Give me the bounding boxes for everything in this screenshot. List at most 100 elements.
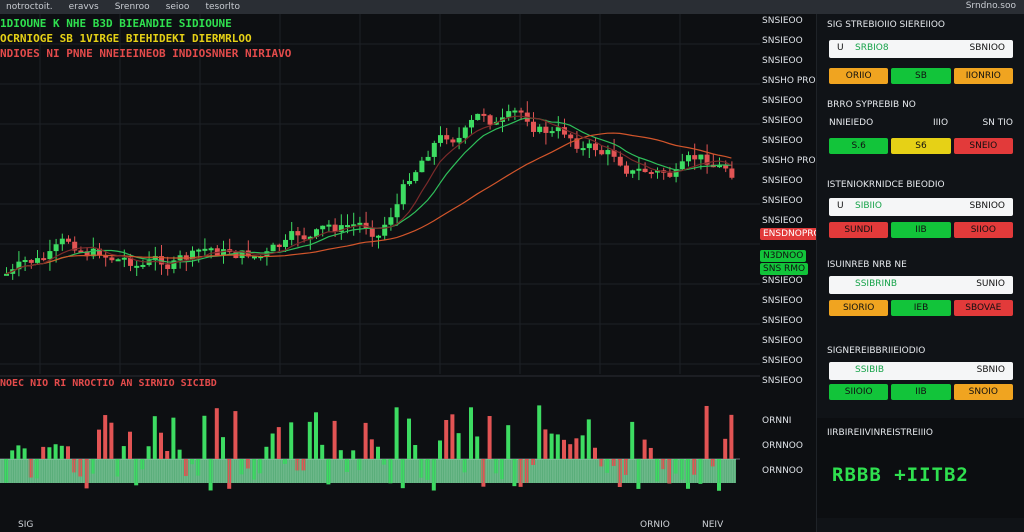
candle xyxy=(624,165,629,174)
candle xyxy=(450,139,456,143)
candle xyxy=(35,258,40,263)
candle xyxy=(320,225,326,230)
signal-button-3[interactable]: SBOVAE xyxy=(953,300,1013,316)
volume-bar xyxy=(152,416,157,459)
top-item-4[interactable]: seioo xyxy=(165,2,190,12)
volume-bar xyxy=(115,459,120,477)
volume-bar xyxy=(103,415,108,459)
candle xyxy=(53,244,59,252)
volume-bar xyxy=(97,429,101,459)
signal-card-6: IIRBIREIIVINREISTREIIIO xyxy=(817,418,1024,518)
signal-button-3[interactable]: SNEIO xyxy=(953,138,1013,154)
volume-bar xyxy=(549,433,554,459)
signal-value-row: U SRBIO8 SBNIOO xyxy=(829,40,1013,58)
candle xyxy=(66,238,71,242)
volume-bar xyxy=(636,459,641,489)
signal-card-5: SIGNEREIBBRIIEIODIO SSIBIB SBNIO SIIOIO … xyxy=(817,344,1024,414)
moving-average-line xyxy=(5,117,732,275)
volume-bar xyxy=(543,429,548,459)
candle xyxy=(431,142,437,157)
signal-buttons: SIIOIO IIB SNOIO xyxy=(829,384,1013,400)
volume-bar xyxy=(568,444,573,459)
candle xyxy=(165,264,171,269)
candle xyxy=(382,224,388,236)
candle xyxy=(704,154,710,165)
signal-button-2[interactable]: S6 xyxy=(891,138,951,154)
signal-button-2[interactable]: SB xyxy=(891,68,951,84)
candle xyxy=(555,127,561,132)
candle xyxy=(196,249,202,252)
candle xyxy=(630,170,636,174)
signal-button-1[interactable]: SUNDI xyxy=(829,222,889,238)
top-item-1[interactable]: notroctoit. xyxy=(6,2,53,12)
volume-bar xyxy=(72,459,77,473)
volume-bar xyxy=(723,438,728,459)
signal-button-2[interactable]: IEB xyxy=(891,300,951,316)
signal-button-2[interactable]: IIB xyxy=(891,384,951,400)
volume-bar xyxy=(258,459,263,474)
candle xyxy=(295,231,301,236)
volume-bar xyxy=(642,439,647,459)
candle xyxy=(475,113,481,120)
candle xyxy=(140,264,146,267)
signal-buttons: ORIIO SB IIONRIO xyxy=(829,68,1013,84)
candle xyxy=(512,110,518,113)
top-item-2[interactable]: eravvs xyxy=(68,2,99,12)
legend-line-2: OCRNIOGE SB 1VIRGE BIEHIDEKI DIERMRLOO xyxy=(0,32,252,45)
volume-bar xyxy=(438,440,442,459)
volume-bar xyxy=(661,459,666,470)
volume-bar xyxy=(444,419,449,459)
volume-bar xyxy=(400,459,405,489)
volume-bar xyxy=(59,445,64,459)
candle xyxy=(47,251,53,260)
volume-bar xyxy=(90,459,95,474)
candle xyxy=(698,154,704,160)
volume-bar xyxy=(357,459,362,471)
signal-button-1[interactable]: SIIOIO xyxy=(829,384,889,400)
chart-canvas[interactable] xyxy=(0,14,760,524)
signal-card-1: SIG STREBIOIIO SIEREIIOO U SRBIO8 SBNIOO… xyxy=(817,18,1024,88)
volume-bar xyxy=(252,459,256,480)
candle xyxy=(338,225,344,232)
volume-bar xyxy=(53,444,58,459)
volume-bar xyxy=(35,459,39,479)
candle xyxy=(518,110,524,113)
volume-bar xyxy=(208,459,213,491)
volume-bar xyxy=(171,417,176,459)
signal-button-3[interactable]: IIONRIO xyxy=(953,68,1013,84)
volume-bar xyxy=(128,431,132,459)
candle xyxy=(568,134,574,139)
signal-button-1[interactable]: ORIIO xyxy=(829,68,889,84)
candle xyxy=(444,135,450,140)
top-item-5[interactable]: tesorlto xyxy=(205,2,240,12)
volume-bar xyxy=(487,416,492,459)
signal-button-3[interactable]: SNOIO xyxy=(953,384,1013,400)
signal-button-2[interactable]: IIB xyxy=(891,222,951,238)
candle xyxy=(617,156,623,166)
volume-bar xyxy=(66,446,70,459)
candle xyxy=(78,250,84,253)
top-item-3[interactable]: Srenroo xyxy=(114,2,150,12)
candle xyxy=(636,168,642,171)
volume-bar xyxy=(686,459,690,489)
candle xyxy=(593,143,598,151)
volume-bar xyxy=(648,447,653,459)
candle xyxy=(438,135,443,143)
signal-button-3[interactable]: SIIOO xyxy=(953,222,1013,238)
signal-value-row: U SIBIIO SBNIOO xyxy=(829,198,1013,216)
candle xyxy=(462,127,468,138)
volume-bar xyxy=(338,450,343,459)
top-right-label: Srndno.soo xyxy=(965,1,1016,11)
signal-buttons: SIORIO IEB SBOVAE xyxy=(829,300,1013,316)
volume-bar xyxy=(314,412,318,459)
signal-button-1[interactable]: SIORIO xyxy=(829,300,889,316)
price-chart[interactable] xyxy=(0,14,760,491)
volume-legend: NOEC NIO RI NROCTIO AN SIRNIO SICIBD xyxy=(0,378,217,389)
candle xyxy=(345,225,350,228)
candle xyxy=(307,236,313,240)
signal-button-1[interactable]: S.6 xyxy=(829,138,889,154)
signal-card-4: ISUINREB NRB NE SSIBRINB SUNIO SIORIO IE… xyxy=(817,258,1024,328)
candle xyxy=(264,251,270,257)
candle xyxy=(270,244,276,252)
volume-bar xyxy=(239,459,244,475)
